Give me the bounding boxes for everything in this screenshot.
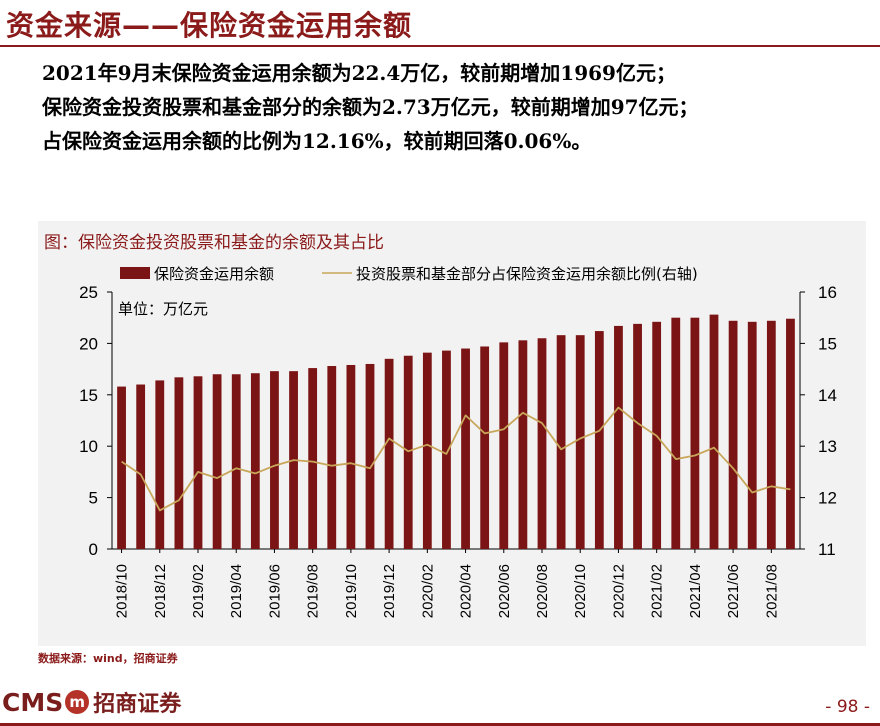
bar-balance: [308, 368, 318, 549]
y-left-tick-label: 10: [79, 437, 98, 456]
bar-balance: [766, 320, 776, 549]
legend-line-label: 投资股票和基金部分占保险资金运用余额比例(右轴): [356, 265, 698, 283]
x-tick-label: 2021/06: [725, 564, 742, 618]
slide-title: 资金来源——保险资金运用余额: [6, 9, 413, 42]
y-right-tick-label: 16: [818, 283, 837, 302]
y-left-tick-label: 5: [89, 489, 98, 508]
bar-balance: [594, 331, 604, 549]
x-tick-label: 2021/08: [763, 564, 780, 618]
bar-balance: [270, 371, 279, 549]
bar-balance: [117, 386, 126, 549]
plot-area: 0 5 10 15 20 25 11 12 13 14 15 16 2018/10 2018/12 2019…: [79, 283, 837, 618]
bar-balance: [709, 314, 719, 549]
y-right-tick-label: 13: [818, 437, 837, 456]
bar-balance: [136, 384, 146, 549]
x-tick-label: 2019/08: [305, 564, 322, 618]
page-number: - 98 -: [825, 697, 870, 717]
bar-balance: [461, 348, 470, 549]
y-right-tick-label: 11: [818, 540, 836, 559]
bar-balance: [614, 325, 623, 549]
legend-bar-swatch: [120, 267, 150, 279]
legend-bar-label: 保险资金运用余额: [154, 265, 274, 283]
x-tick-label: 2020/12: [610, 564, 627, 618]
y-right-tick-label: 14: [818, 386, 837, 405]
unit-label: 单位：万亿元: [118, 300, 208, 318]
bar-balance: [786, 318, 795, 549]
bar-balance: [728, 320, 738, 549]
bar-balance: [250, 373, 260, 549]
logo-cn-text: 招商证券: [93, 691, 182, 717]
y-left-tick-label: 0: [89, 540, 98, 559]
bar-balance: [193, 376, 203, 549]
x-tick-label: 2020/08: [534, 564, 551, 618]
bar-balance: [671, 317, 681, 549]
x-tick-label: 2019/04: [228, 564, 245, 618]
bar-balance: [155, 380, 165, 549]
title-divider: [0, 45, 880, 47]
x-tick-label: 2020/02: [419, 564, 436, 618]
line-stock-fund-ratio: [121, 406, 791, 512]
x-tick-label: 2020/04: [458, 564, 475, 618]
y-left-tick-label: 25: [79, 283, 98, 302]
logo-cms-text: CMS: [2, 687, 64, 717]
x-tick-label: 2018/10: [114, 564, 131, 618]
bar-balance: [174, 377, 184, 549]
summary-line-1: 2021年9月末保险资金运用余额为22.4万亿，较前期增加1969亿元；: [42, 61, 676, 85]
bar-balance: [231, 374, 241, 549]
x-tick-label: 2019/10: [343, 564, 360, 618]
data-source: 数据来源：wind，招商证券: [38, 652, 178, 665]
summary-line-3: 占保险资金运用余额的比例为12.16%，较前期回落0.06%。: [42, 129, 592, 153]
brand-logo: CMS m 招商证券: [2, 686, 181, 718]
bar-balance: [442, 350, 451, 549]
bar-balance: [327, 366, 337, 549]
bar-balance: [480, 346, 490, 549]
bar-balance: [365, 363, 375, 549]
x-tick-label: 2021/02: [649, 564, 666, 618]
bar-balance: [499, 342, 509, 549]
bar-balance: [403, 355, 413, 549]
bar-balance: [422, 352, 432, 549]
figure-title: 图：保险资金投资股票和基金的余额及其占比: [44, 233, 384, 253]
footer-divider: [0, 723, 880, 726]
bar-balance: [575, 335, 585, 549]
x-tick-label: 2020/06: [496, 564, 513, 618]
bar-balance: [518, 340, 528, 549]
bar-balance: [690, 317, 700, 549]
x-tick-label: 2019/02: [190, 564, 207, 618]
bar-balance: [747, 321, 757, 549]
x-tick-label: 2018/12: [152, 564, 169, 618]
logo-badge-icon: m: [65, 690, 90, 714]
y-right-tick-label: 12: [818, 489, 837, 508]
bar-balance: [346, 364, 356, 549]
bar-balance: [633, 323, 642, 549]
x-tick-label: 2020/10: [572, 564, 589, 618]
y-left-tick-label: 20: [79, 334, 98, 353]
x-tick-label: 2019/12: [381, 564, 398, 618]
y-right-tick-label: 15: [818, 334, 837, 353]
x-tick-label: 2019/06: [266, 564, 283, 618]
y-left-tick-label: 15: [79, 386, 98, 405]
x-tick-label: 2021/04: [687, 564, 704, 618]
summary-text: 2021年9月末保险资金运用余额为22.4万亿，较前期增加1969亿元； 保险资…: [42, 56, 699, 158]
summary-line-2: 保险资金投资股票和基金部分的余额为2.73万亿元，较前期增加97亿元；: [42, 95, 699, 119]
bar-balance: [212, 374, 222, 549]
bar-balance: [556, 335, 566, 549]
bar-balance: [537, 338, 547, 549]
bar-balance: [384, 358, 394, 549]
